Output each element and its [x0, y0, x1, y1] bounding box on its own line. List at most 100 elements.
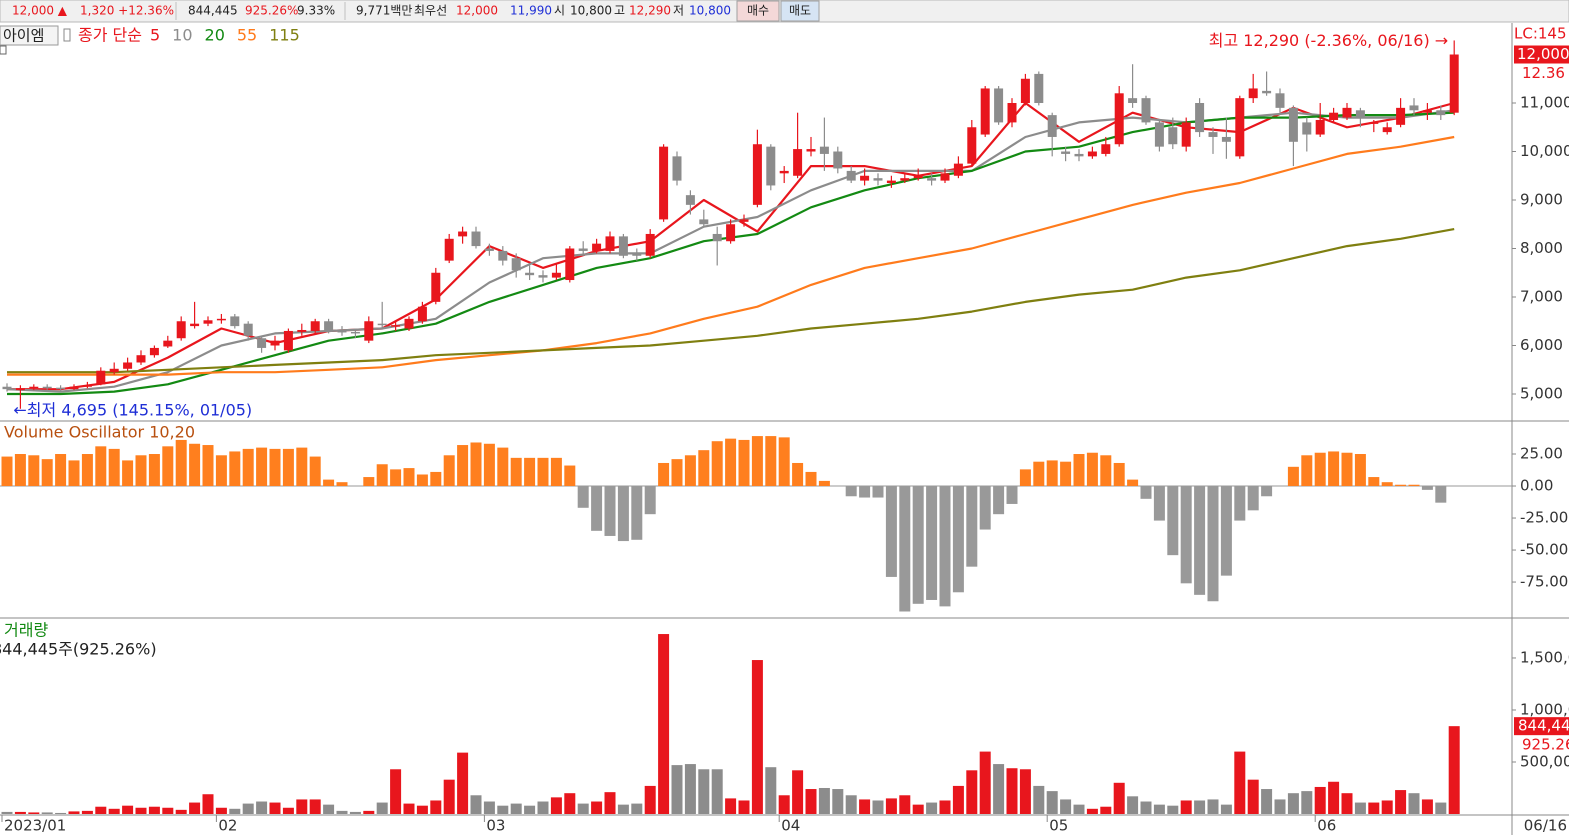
candle-body [1007, 103, 1017, 123]
candle-body [592, 243, 602, 251]
oscillator-bar [564, 465, 576, 487]
candle-body [498, 250, 508, 261]
oscillator-bar [55, 454, 67, 487]
candle-body [1047, 115, 1057, 137]
volume-bar [95, 806, 107, 814]
volume-bar [1301, 791, 1313, 814]
volume-bar [845, 795, 857, 814]
oscillator-bar [229, 451, 241, 487]
lc-label: LC:145 [1514, 25, 1567, 43]
volume-bar [966, 770, 978, 814]
candle-body [846, 170, 856, 181]
candle-body [337, 330, 347, 333]
volume-bar [979, 751, 991, 814]
candle-body [618, 236, 628, 256]
candle-body [283, 330, 293, 351]
oscillator-bar [738, 439, 750, 487]
buy-button[interactable] [736, 0, 780, 22]
oscillator-bar [1140, 486, 1152, 499]
volume-bar [1314, 786, 1326, 814]
oscillator-bar [135, 455, 147, 487]
oscillator-bar [470, 442, 482, 487]
oscillator-bar [1046, 460, 1058, 487]
legend-entry: 10 [172, 26, 192, 45]
volume-bar [899, 795, 911, 814]
volume-bar [1046, 791, 1058, 814]
volume: 844,445 [188, 4, 238, 18]
candle-body [752, 144, 762, 205]
candle-body [685, 195, 695, 205]
oscillator-bar [336, 482, 348, 487]
oscillator-bar [591, 486, 603, 531]
y-tick-label: 1,500,000 [1520, 648, 1569, 666]
volume-bar [1194, 800, 1206, 814]
volume-bar [912, 804, 924, 814]
candle-body [1436, 110, 1446, 116]
oscillator-bar [698, 450, 710, 487]
volume-bar [41, 812, 53, 814]
x-tick-label: 06/16 [1524, 817, 1567, 835]
volume-bar [1381, 800, 1393, 814]
candle-body [417, 306, 427, 322]
oscillator-bar [792, 462, 804, 487]
volume-bar [684, 764, 696, 814]
candle-body [793, 149, 803, 176]
candle-body [766, 146, 776, 186]
oscillator-bar [1006, 486, 1018, 504]
candle-body [873, 178, 883, 181]
candle-body [297, 329, 307, 332]
oscillator-bar [28, 455, 40, 487]
volume-bar [162, 807, 174, 814]
candle-body [1154, 122, 1164, 147]
symbol-box[interactable] [0, 25, 59, 46]
symbol[interactable]: 아이엠 [3, 27, 44, 45]
volume-bar [725, 798, 737, 814]
oscillator-pane: 25.00 0.00 -25.00 -50.00 -75.00 Volume Oscill… [0, 423, 1568, 612]
candle-body [551, 272, 561, 278]
candle-body [364, 321, 374, 341]
oscillator-bar [725, 438, 737, 487]
volume-bar [1019, 769, 1031, 814]
oscillator-bar [403, 468, 415, 487]
oscillator-bar [1314, 452, 1326, 487]
buy-label[interactable]: 매수 [747, 4, 769, 18]
volume-bar [805, 789, 817, 814]
oscillator-bar [108, 448, 120, 487]
oscillator-bar [1408, 484, 1420, 487]
candle-body [1181, 122, 1191, 147]
oscillator-bar [899, 486, 911, 612]
oscillator-bar [1033, 461, 1045, 487]
oscillator-bar [416, 474, 428, 487]
candle-body [1168, 127, 1178, 145]
oscillator-bar [1381, 482, 1393, 487]
y-tick-label: 10,000 [1520, 142, 1569, 160]
candle-body [1342, 107, 1352, 118]
y-tick-label: 5,000 [1520, 385, 1563, 403]
oscillator-bar [1100, 455, 1112, 487]
volume-bar [229, 808, 241, 814]
volume-bar [68, 811, 80, 814]
oscillator-bar [41, 459, 53, 487]
oscillator-bar [524, 457, 536, 487]
oscillator-bar [497, 447, 509, 487]
oscillator-bar [282, 448, 294, 487]
volume-bar [269, 802, 281, 814]
volume-bar [483, 801, 495, 814]
y-tick-label: 11,000 [1520, 94, 1569, 112]
candle-body [149, 347, 159, 356]
oscillator-bar [644, 486, 656, 515]
sell-button[interactable] [780, 0, 820, 22]
pane-title: Volume Oscillator 10,20 [4, 423, 195, 442]
x-tick-label: 05 [1049, 817, 1068, 835]
oscillator-bar [550, 457, 562, 487]
candle-body [578, 248, 588, 251]
candle-body [123, 362, 133, 369]
oscillator-bar [1287, 466, 1299, 487]
last-price: 12,000 [1517, 45, 1569, 63]
candle-body [1087, 151, 1097, 157]
sell-label[interactable]: 매도 [789, 4, 811, 18]
oscillator-bar [1328, 451, 1340, 487]
candle-body [1128, 98, 1138, 104]
high-annotation: 최고 12,290 (-2.36%, 06/16) → [1209, 31, 1448, 50]
volume-bar [1368, 802, 1380, 814]
